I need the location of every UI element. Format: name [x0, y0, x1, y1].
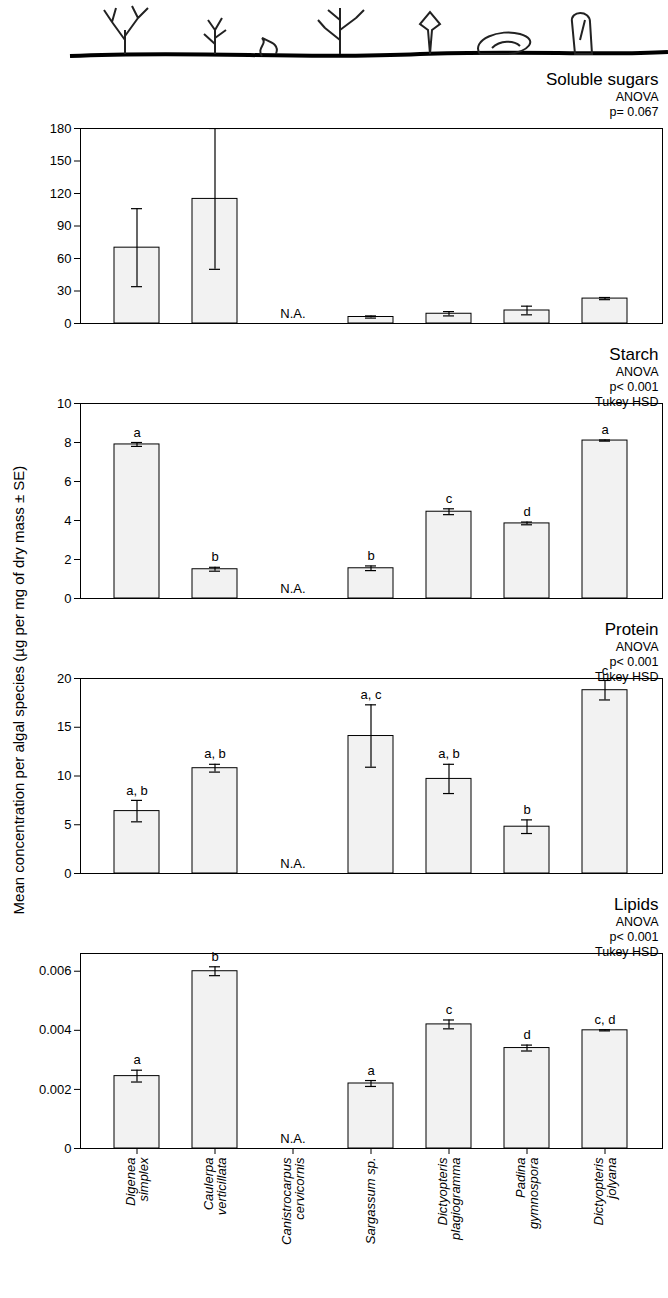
svg-text:c, d: c, d — [595, 1012, 616, 1027]
svg-text:p< 0.001: p< 0.001 — [609, 380, 658, 394]
svg-text:0: 0 — [64, 591, 71, 606]
svg-text:90: 90 — [57, 218, 71, 233]
svg-text:5: 5 — [64, 817, 71, 832]
svg-text:Sargassum sp.: Sargassum sp. — [363, 1158, 378, 1245]
svg-text:4: 4 — [64, 513, 71, 528]
svg-text:b: b — [523, 802, 530, 817]
svg-text:a: a — [133, 1052, 141, 1067]
svg-text:10: 10 — [57, 768, 71, 783]
svg-text:6: 6 — [64, 474, 71, 489]
svg-text:N.A.: N.A. — [280, 306, 305, 321]
svg-text:p< 0.001: p< 0.001 — [609, 930, 658, 944]
svg-text:30: 30 — [57, 283, 71, 298]
svg-text:60: 60 — [57, 251, 71, 266]
svg-text:a: a — [133, 425, 141, 440]
svg-text:d: d — [523, 504, 530, 519]
svg-text:ANOVA: ANOVA — [616, 90, 659, 104]
svg-text:a, b: a, b — [126, 783, 148, 798]
svg-text:a: a — [601, 422, 609, 437]
svg-text:Tukey HSD: Tukey HSD — [595, 670, 658, 684]
svg-text:ANOVA: ANOVA — [616, 365, 659, 379]
svg-text:0: 0 — [64, 1141, 71, 1156]
svg-text:Tukey HSD: Tukey HSD — [595, 395, 658, 409]
svg-text:N.A.: N.A. — [280, 1131, 305, 1146]
svg-text:Protein: Protein — [605, 620, 659, 639]
svg-text:a, b: a, b — [204, 746, 226, 761]
svg-text:120: 120 — [50, 186, 72, 201]
html-text:Mean concentration per algal s: Mean concentration per algal species (µg… — [9, 465, 27, 915]
svg-text:8: 8 — [64, 435, 71, 450]
svg-text:p= 0.067: p= 0.067 — [609, 105, 658, 119]
svg-text:a, b: a, b — [438, 746, 460, 761]
svg-text:Caulerpaverticillata: Caulerpaverticillata — [201, 1158, 229, 1216]
svg-text:10: 10 — [57, 396, 71, 411]
svg-text:b: b — [211, 549, 218, 564]
svg-text:0.006: 0.006 — [39, 963, 72, 978]
svg-text:d: d — [523, 1027, 530, 1042]
svg-text:a: a — [367, 1063, 375, 1078]
svg-text:Soluble sugars: Soluble sugars — [546, 70, 658, 89]
svg-text:c: c — [446, 1002, 453, 1017]
svg-text:Starch: Starch — [609, 345, 658, 364]
svg-text:Digeneasimplex: Digeneasimplex — [123, 1157, 151, 1206]
svg-text:b: b — [211, 949, 218, 964]
svg-text:b: b — [367, 548, 374, 563]
svg-text:Lipids: Lipids — [614, 895, 658, 914]
svg-text:ANOVA: ANOVA — [616, 640, 659, 654]
svg-text:2: 2 — [64, 552, 71, 567]
svg-text:a, c: a, c — [361, 687, 382, 702]
svg-text:0.002: 0.002 — [39, 1082, 72, 1097]
svg-text:N.A.: N.A. — [280, 581, 305, 596]
svg-text:180: 180 — [50, 121, 72, 136]
svg-text:Dictyopterisjolyana: Dictyopterisjolyana — [591, 1157, 619, 1225]
svg-text:15: 15 — [57, 719, 71, 734]
svg-text:Dictyopterisplagiogramma: Dictyopterisplagiogramma — [435, 1157, 463, 1241]
svg-text:p< 0.001: p< 0.001 — [609, 655, 658, 669]
svg-text:150: 150 — [50, 153, 72, 168]
svg-text:ANOVA: ANOVA — [616, 915, 659, 929]
svg-text:0: 0 — [64, 316, 71, 331]
svg-text:N.A.: N.A. — [280, 856, 305, 871]
svg-text:0: 0 — [64, 866, 71, 881]
svg-text:Padinagymnospora: Padinagymnospora — [513, 1158, 541, 1230]
svg-text:Canistrocarpuscervicornis: Canistrocarpuscervicornis — [279, 1157, 307, 1245]
svg-text:20: 20 — [57, 671, 71, 686]
svg-text:c: c — [446, 491, 453, 506]
svg-text:Tukey HSD: Tukey HSD — [595, 945, 658, 959]
svg-text:0.004: 0.004 — [39, 1022, 72, 1037]
